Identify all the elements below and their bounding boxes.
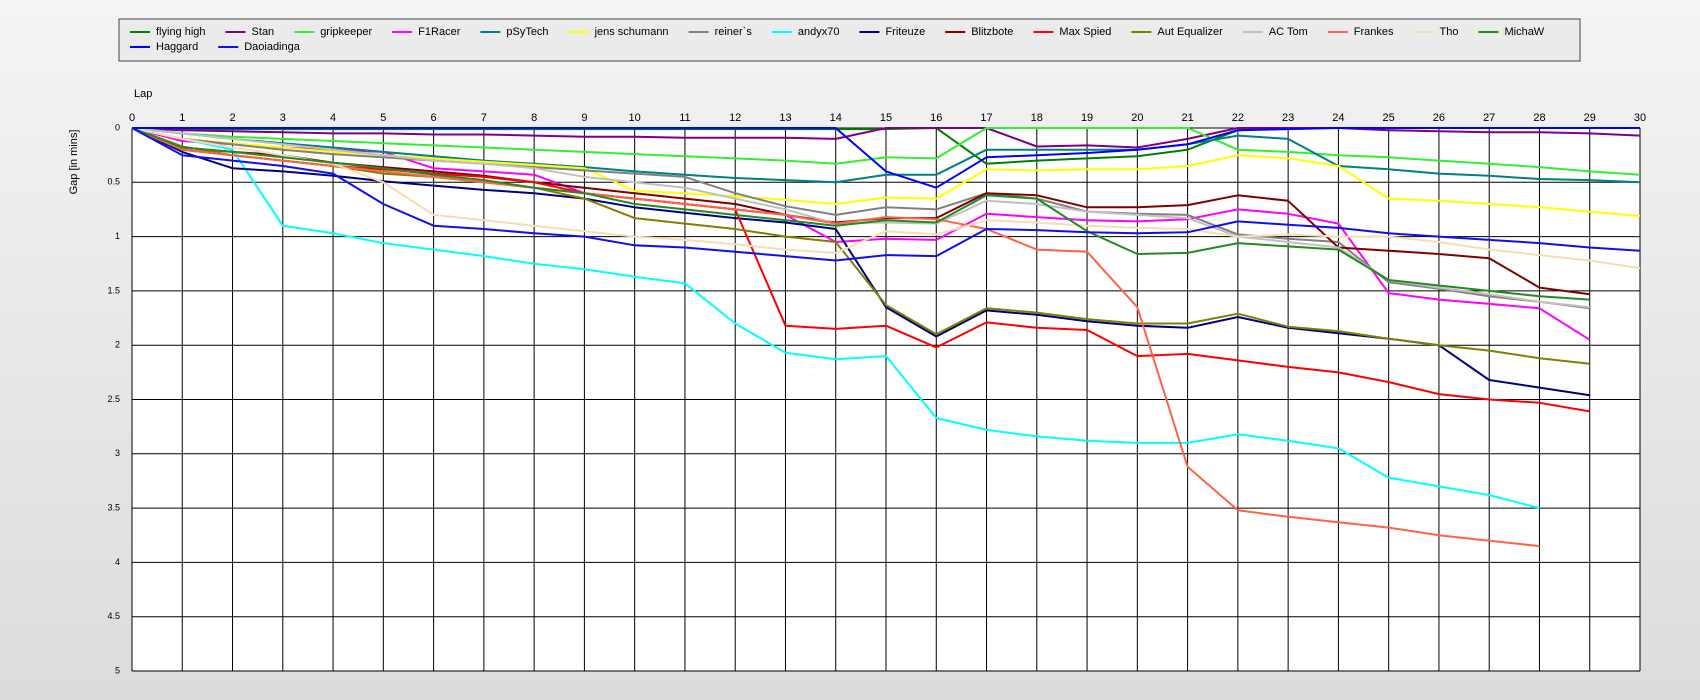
x-tick-label: 28 (1533, 112, 1545, 124)
x-tick-label: 20 (1131, 112, 1143, 124)
series-line (131, 127, 1540, 510)
x-tick-label: 13 (779, 112, 791, 124)
x-tick-label: 5 (380, 112, 386, 124)
x-tick-label: 6 (431, 112, 437, 124)
y-tick-label: 4.5 (107, 611, 120, 621)
x-tick-label: 19 (1081, 112, 1093, 124)
legend-label: AC Tom (1269, 26, 1308, 38)
series-line (132, 127, 1640, 189)
legend-label: reiner`s (715, 26, 753, 38)
series-line (131, 127, 1590, 301)
x-tick-label: 4 (330, 112, 336, 124)
legend-label: flying high (156, 26, 206, 38)
x-tick-label: 15 (880, 112, 892, 124)
y-tick-label: 0 (115, 122, 120, 132)
y-axis-label: Gap [in mins] (68, 130, 80, 195)
series-line (131, 127, 1641, 184)
y-tick-label: 1 (115, 231, 120, 241)
series-line (131, 127, 1641, 262)
x-axis-label: Lap (134, 88, 152, 100)
x-tick-label: 17 (980, 112, 992, 124)
legend-label: MichaW (1504, 26, 1544, 38)
x-tick-label: 22 (1232, 112, 1244, 124)
legend-label: Max Spied (1059, 26, 1111, 38)
series-line (131, 127, 1590, 365)
legend-label: andyx70 (798, 26, 840, 38)
x-tick-label: 23 (1282, 112, 1294, 124)
x-tick-label: 12 (729, 112, 741, 124)
legend-box (118, 18, 1581, 62)
x-tick-label: 26 (1433, 112, 1445, 124)
x-tick-label: 8 (531, 112, 537, 124)
legend-label: Blitzbote (971, 26, 1013, 38)
series-line (131, 127, 1641, 149)
y-tick-label: 2 (115, 340, 120, 350)
x-tick-label: 25 (1383, 112, 1395, 124)
legend-label: Frankes (1354, 26, 1394, 38)
y-tick-label: 4 (115, 557, 120, 567)
legend: flying high Stan gripkeeper F1Racer pSyTech j… (130, 26, 1545, 53)
x-tick-label: 24 (1332, 112, 1344, 124)
y-tick-label: 3.5 (107, 502, 120, 512)
y-tick-label: 2.5 (107, 394, 120, 404)
x-tick-label: 14 (830, 112, 842, 124)
series-line (131, 127, 1641, 270)
x-tick-label: 27 (1483, 112, 1495, 124)
x-tick-label: 30 (1634, 112, 1646, 124)
legend-label: Friteuze (885, 26, 925, 38)
x-tick-label: 2 (229, 112, 235, 124)
legend-label: Stan (252, 26, 275, 38)
x-tick-label: 11 (679, 112, 690, 124)
y-tick-label: 0.5 (107, 177, 120, 187)
legend-label: jens schumann (594, 26, 669, 38)
legend-label: gripkeeper (320, 26, 372, 38)
legend-label: Daoiadinga (244, 41, 301, 53)
y-tick-label: 1.5 (107, 285, 120, 295)
legend-label: F1Racer (418, 26, 461, 38)
x-tick-label: 16 (930, 112, 942, 124)
legend-label: pSyTech (506, 26, 548, 38)
series-line (131, 127, 1641, 176)
lines (131, 127, 1641, 548)
x-tick-label: 0 (129, 112, 135, 124)
series-line (131, 127, 1590, 413)
x-tick-label: 3 (280, 112, 286, 124)
legend-label: Tho (1440, 26, 1459, 38)
x-tick-label: 18 (1031, 112, 1043, 124)
x-tick-label: 1 (179, 112, 185, 124)
y-tick-label: 3 (115, 448, 120, 458)
x-tick-label: 21 (1181, 112, 1193, 124)
legend-label: Aut Equalizer (1157, 26, 1223, 38)
series-line (131, 127, 1540, 548)
series-line (131, 127, 1590, 397)
x-tick-label: 7 (481, 112, 487, 124)
x-tick-label: 9 (581, 112, 587, 124)
x-tick-label: 29 (1584, 112, 1596, 124)
legend-label: Haggard (156, 41, 198, 53)
x-tick-label: 10 (629, 112, 641, 124)
y-tick-label: 5 (115, 665, 120, 675)
